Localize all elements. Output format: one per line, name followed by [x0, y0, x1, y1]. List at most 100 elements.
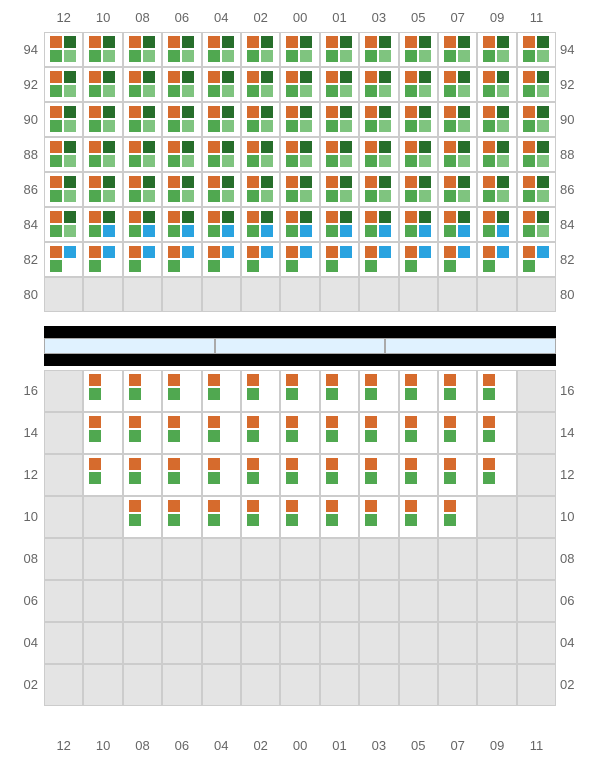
- row-label-right: 10: [560, 509, 590, 524]
- row-label-left: 06: [8, 593, 38, 608]
- bottom-cell: [241, 580, 280, 622]
- slot-marker: [50, 246, 62, 258]
- slot-marker: [143, 155, 155, 167]
- slot-marker: [286, 225, 298, 237]
- slot-marker: [182, 71, 194, 83]
- slot-marker: [208, 472, 220, 484]
- bottom-cell: [241, 664, 280, 706]
- slot-marker: [129, 500, 141, 512]
- slot-marker: [523, 246, 535, 258]
- slot-marker: [89, 71, 101, 83]
- slot-marker: [340, 50, 352, 62]
- slot-marker: [405, 211, 417, 223]
- slot-marker: [89, 225, 101, 237]
- bottom-cell: [359, 622, 398, 664]
- column-label: 11: [517, 10, 556, 25]
- slot-marker: [523, 155, 535, 167]
- slot-marker: [168, 85, 180, 97]
- slot-marker: [326, 155, 338, 167]
- slot-marker: [497, 50, 509, 62]
- slot-marker: [89, 246, 101, 258]
- slot-marker: [537, 36, 549, 48]
- slot-marker: [365, 36, 377, 48]
- slot-marker: [50, 211, 62, 223]
- slot-marker: [537, 106, 549, 118]
- slot-marker: [168, 514, 180, 526]
- slot-marker: [444, 155, 456, 167]
- slot-marker: [419, 246, 431, 258]
- bottom-cell: [44, 496, 83, 538]
- slot-marker: [340, 120, 352, 132]
- slot-marker: [523, 71, 535, 83]
- slot-marker: [458, 120, 470, 132]
- slot-marker: [222, 155, 234, 167]
- slot-marker: [326, 458, 338, 470]
- slot-marker: [129, 120, 141, 132]
- slot-marker: [419, 71, 431, 83]
- slot-marker: [261, 71, 273, 83]
- slot-marker: [286, 430, 298, 442]
- slot-marker: [168, 260, 180, 272]
- slot-marker: [168, 155, 180, 167]
- slot-marker: [523, 36, 535, 48]
- bottom-cell: [438, 580, 477, 622]
- column-label: 09: [477, 738, 516, 753]
- slot-marker: [497, 190, 509, 202]
- slot-marker: [143, 106, 155, 118]
- slot-marker: [64, 120, 76, 132]
- slot-marker: [129, 472, 141, 484]
- slot-marker: [168, 458, 180, 470]
- slot-marker: [89, 190, 101, 202]
- slot-marker: [326, 260, 338, 272]
- slot-marker: [444, 85, 456, 97]
- slot-marker: [182, 85, 194, 97]
- slot-marker: [103, 246, 115, 258]
- slot-marker: [247, 155, 259, 167]
- row-label-left: 02: [8, 677, 38, 692]
- slot-marker: [497, 211, 509, 223]
- slot-marker: [247, 260, 259, 272]
- slot-marker: [261, 246, 273, 258]
- slot-marker: [419, 155, 431, 167]
- slot-marker: [405, 176, 417, 188]
- row-label-left: 92: [8, 77, 38, 92]
- top-cell: [517, 277, 556, 312]
- bottom-cell: [399, 622, 438, 664]
- slot-marker: [247, 416, 259, 428]
- slot-marker: [247, 374, 259, 386]
- column-label: 04: [202, 738, 241, 753]
- slot-marker: [286, 190, 298, 202]
- slot-marker: [483, 36, 495, 48]
- slot-marker: [365, 500, 377, 512]
- slot-marker: [365, 71, 377, 83]
- slot-marker: [89, 260, 101, 272]
- column-label: 00: [280, 738, 319, 753]
- slot-marker: [300, 246, 312, 258]
- slot-marker: [405, 260, 417, 272]
- slot-marker: [326, 36, 338, 48]
- slot-marker: [365, 106, 377, 118]
- slot-marker: [129, 458, 141, 470]
- slot-marker: [365, 430, 377, 442]
- slot-marker: [50, 155, 62, 167]
- slot-marker: [419, 176, 431, 188]
- bottom-cell: [83, 664, 122, 706]
- mid-bar-bottom: [44, 354, 556, 366]
- slot-marker: [50, 120, 62, 132]
- slot-marker: [326, 514, 338, 526]
- bottom-cell: [202, 622, 241, 664]
- slot-marker: [365, 141, 377, 153]
- row-label-left: 84: [8, 217, 38, 232]
- slot-marker: [300, 71, 312, 83]
- slot-marker: [300, 225, 312, 237]
- slot-marker: [208, 430, 220, 442]
- slot-marker: [129, 374, 141, 386]
- slot-marker: [379, 50, 391, 62]
- slot-marker: [208, 514, 220, 526]
- slot-marker: [247, 176, 259, 188]
- slot-marker: [182, 190, 194, 202]
- slot-marker: [143, 85, 155, 97]
- slot-marker: [129, 155, 141, 167]
- slot-marker: [300, 190, 312, 202]
- slot-marker: [365, 260, 377, 272]
